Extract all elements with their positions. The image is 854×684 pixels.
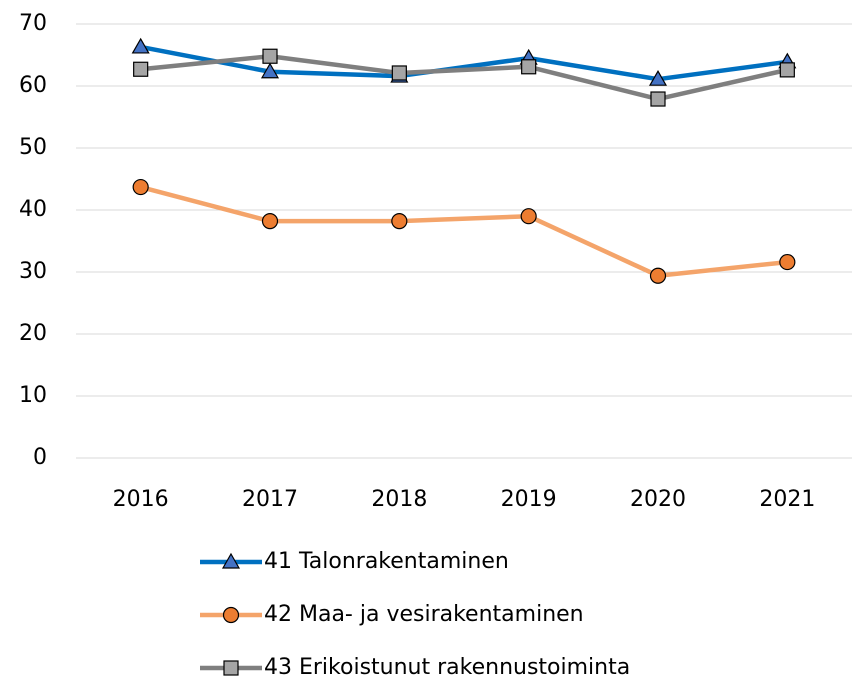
y-tick-label: 60 (19, 73, 47, 98)
x-tick-label: 2016 (113, 487, 169, 512)
series-line (140, 184, 788, 278)
y-tick-label: 40 (19, 197, 47, 222)
legend-label: 42 Maa- ja vesirakentaminen (264, 602, 584, 627)
marker (132, 178, 149, 196)
y-tick-label: 30 (19, 259, 47, 284)
marker (262, 48, 278, 64)
y-tick-label: 10 (19, 383, 47, 408)
x-tick-label: 2019 (501, 487, 557, 512)
marker (650, 91, 666, 107)
marker (391, 65, 407, 81)
legend-marker (221, 552, 241, 569)
marker (779, 253, 796, 271)
series-line (140, 44, 788, 82)
legend-label: 43 Erikoistunut rakennustoiminta (264, 655, 630, 680)
marker (649, 267, 667, 284)
marker (261, 213, 279, 230)
marker (391, 213, 408, 230)
marker (521, 59, 537, 75)
x-tick-label: 2021 (759, 487, 815, 512)
legend-marker (222, 606, 240, 624)
y-tick-label: 0 (33, 445, 47, 470)
marker (648, 69, 668, 86)
series-line (140, 53, 788, 102)
marker (520, 208, 537, 225)
marker (133, 61, 149, 77)
x-tick-label: 2018 (371, 487, 427, 512)
marker (779, 62, 795, 78)
legend-label: 41 Talonrakentaminen (264, 549, 509, 574)
y-tick-label: 70 (19, 11, 47, 36)
y-tick-label: 50 (19, 135, 47, 160)
x-tick-label: 2020 (630, 487, 686, 512)
x-tick-label: 2017 (242, 487, 298, 512)
legend-marker (223, 660, 239, 676)
y-tick-label: 20 (19, 321, 47, 346)
marker (260, 62, 280, 79)
marker (131, 37, 150, 54)
